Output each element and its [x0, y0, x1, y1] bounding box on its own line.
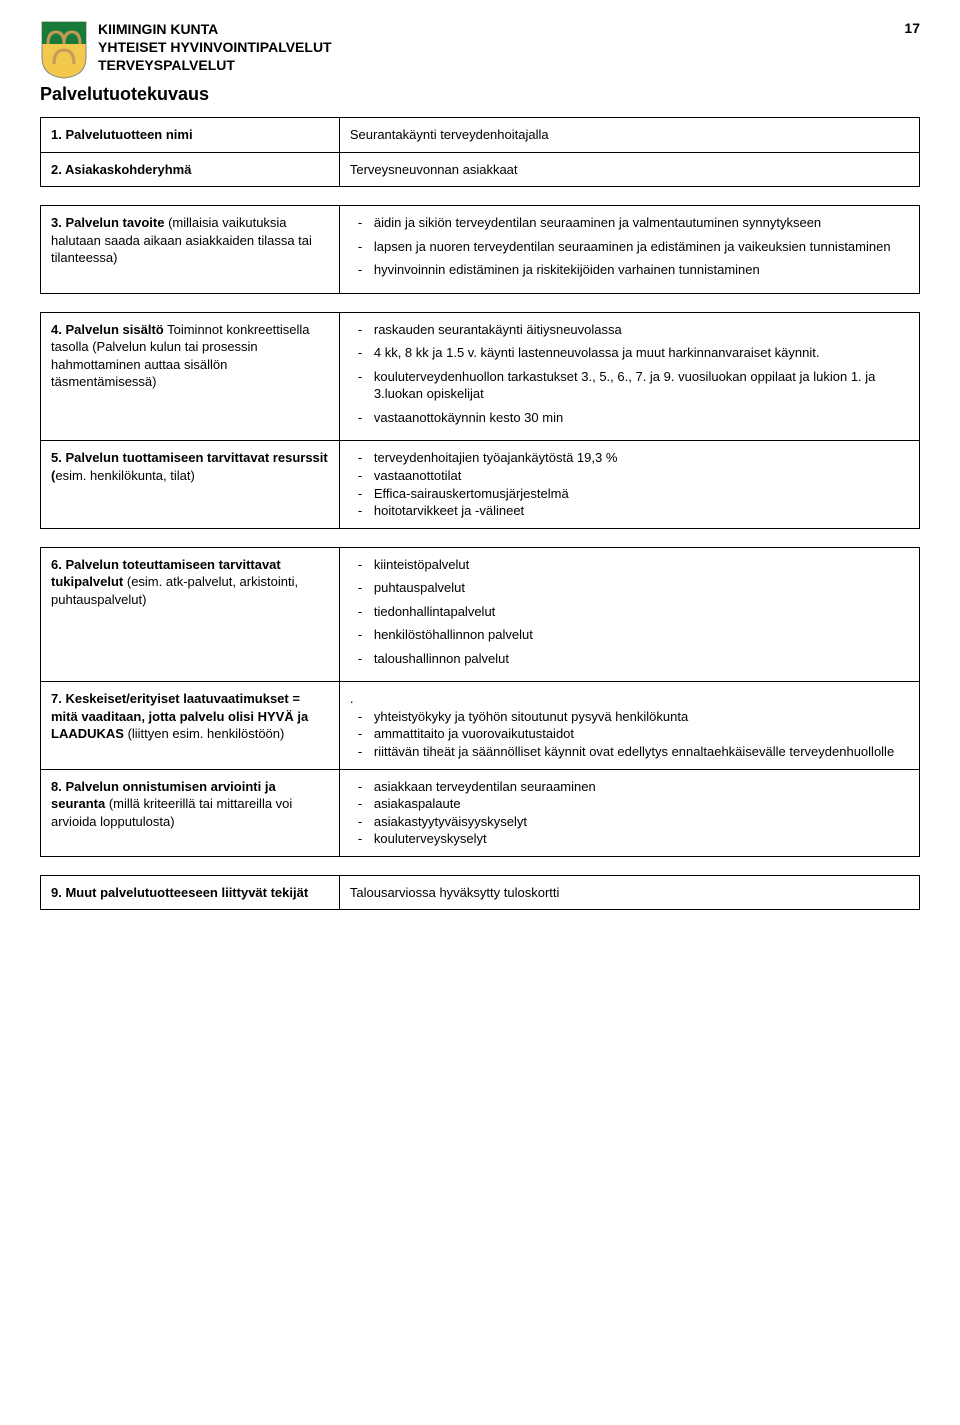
list-item: kouluterveyskyselyt — [350, 830, 909, 848]
header-unit1: YHTEISET HYVINVOINTIPALVELUT — [98, 38, 894, 56]
list-item: puhtauspalvelut — [350, 579, 909, 597]
s3-r2-left: 5. Palvelun tuottamiseen tarvittavat res… — [41, 441, 340, 528]
header-unit2: TERVEYSPALVELUT — [98, 56, 894, 74]
list-item: lapsen ja nuoren terveydentilan seuraami… — [350, 238, 909, 256]
list-item: yhteistyökyky ja työhön sitoutunut pysyv… — [350, 708, 909, 726]
list-item: kouluterveydenhuollon tarkastukset 3., 5… — [350, 368, 909, 403]
s2-right: äidin ja sikiön terveydentilan seuraamin… — [339, 206, 919, 294]
s4-r2-dot: . — [350, 690, 909, 708]
header-org: KIIMINGIN KUNTA — [98, 20, 894, 38]
s5-left-bold: 9. Muut palvelutuotteeseen liittyvät tek… — [51, 885, 308, 900]
list-item: taloushallinnon palvelut — [350, 650, 909, 668]
s4-r2-left-rest: (liittyen esim. henkilöstöön) — [128, 726, 285, 741]
section-2-table: 3. Palvelun tavoite (millaisia vaikutuks… — [40, 205, 920, 294]
section-1-table: 1. Palvelutuotteen nimi Seurantakäynti t… — [40, 117, 920, 187]
s1-r2-left-label: 2. Asiakaskohderyhmä — [51, 162, 191, 177]
list-item: 4 kk, 8 kk ja 1.5 v. käynti lastenneuvol… — [350, 344, 909, 362]
s4-r1-list: kiinteistöpalvelut puhtauspalvelut tiedo… — [350, 556, 909, 668]
s4-r2-right: . yhteistyökyky ja työhön sitoutunut pys… — [339, 682, 919, 769]
s3-r2-right: terveydenhoitajien työajankäytöstä 19,3 … — [339, 441, 919, 528]
header-text-block: KIIMINGIN KUNTA YHTEISET HYVINVOINTIPALV… — [98, 20, 894, 75]
s3-r1-right: raskauden seurantakäynti äitiysneuvolass… — [339, 312, 919, 441]
s5-right: Talousarviossa hyväksytty tuloskortti — [339, 875, 919, 910]
s1-r1-right: Seurantakäynti terveydenhoitajalla — [339, 118, 919, 153]
list-item: äidin ja sikiön terveydentilan seuraamin… — [350, 214, 909, 232]
s4-r2-left: 7. Keskeiset/erityiset laatuvaatimukset … — [41, 682, 340, 769]
list-item: tiedonhallintapalvelut — [350, 603, 909, 621]
list-item: kiinteistöpalvelut — [350, 556, 909, 574]
s2-list: äidin ja sikiön terveydentilan seuraamin… — [350, 214, 909, 279]
s4-r3-right: asiakkaan terveydentilan seuraaminen asi… — [339, 769, 919, 856]
list-item: hyvinvoinnin edistäminen ja riskitekijöi… — [350, 261, 909, 279]
list-item: asiakkaan terveydentilan seuraaminen — [350, 778, 909, 796]
s2-left-bold: 3. Palvelun tavoite — [51, 215, 164, 230]
s1-r1-left-label: 1. Palvelutuotteen nimi — [51, 127, 193, 142]
s3-r1-list: raskauden seurantakäynti äitiysneuvolass… — [350, 321, 909, 427]
section-4-table: 6. Palvelun toteuttamiseen tarvittavat t… — [40, 547, 920, 857]
s3-r1-left-bold: 4. Palvelun sisältö — [51, 322, 164, 337]
s5-left: 9. Muut palvelutuotteeseen liittyvät tek… — [41, 875, 340, 910]
section-3-table: 4. Palvelun sisältö Toiminnot konkreetti… — [40, 312, 920, 529]
s1-r1-left: 1. Palvelutuotteen nimi — [41, 118, 340, 153]
s4-r3-list: asiakkaan terveydentilan seuraaminen asi… — [350, 778, 909, 848]
s4-r1-right: kiinteistöpalvelut puhtauspalvelut tiedo… — [339, 547, 919, 682]
s3-r1-left: 4. Palvelun sisältö Toiminnot konkreetti… — [41, 312, 340, 441]
logo — [40, 20, 88, 80]
s4-r3-left: 8. Palvelun onnistumisen arviointi ja se… — [41, 769, 340, 856]
page-title: Palvelutuotekuvaus — [40, 84, 920, 105]
s2-left: 3. Palvelun tavoite (millaisia vaikutuks… — [41, 206, 340, 294]
list-item: raskauden seurantakäynti äitiysneuvolass… — [350, 321, 909, 339]
document-header: KIIMINGIN KUNTA YHTEISET HYVINVOINTIPALV… — [40, 20, 920, 80]
list-item: Effica-sairauskertomusjärjestelmä — [350, 485, 909, 503]
list-item: henkilöstöhallinnon palvelut — [350, 626, 909, 644]
s3-r2-list: terveydenhoitajien työajankäytöstä 19,3 … — [350, 449, 909, 519]
list-item: vastaanottotilat — [350, 467, 909, 485]
s4-r1-left: 6. Palvelun toteuttamiseen tarvittavat t… — [41, 547, 340, 682]
list-item: hoitotarvikkeet ja -välineet — [350, 502, 909, 520]
list-item: asiakaspalaute — [350, 795, 909, 813]
s3-r2-left-rest: esim. henkilökunta, tilat) — [55, 468, 194, 483]
list-item: riittävän tiheät ja säännölliset käynnit… — [350, 743, 909, 761]
list-item: ammattitaito ja vuorovaikutustaidot — [350, 725, 909, 743]
section-5-table: 9. Muut palvelutuotteeseen liittyvät tek… — [40, 875, 920, 911]
s1-r2-left: 2. Asiakaskohderyhmä — [41, 152, 340, 187]
s1-r2-right: Terveysneuvonnan asiakkaat — [339, 152, 919, 187]
list-item: vastaanottokäynnin kesto 30 min — [350, 409, 909, 427]
page-number: 17 — [904, 20, 920, 36]
list-item: terveydenhoitajien työajankäytöstä 19,3 … — [350, 449, 909, 467]
s4-r2-list: yhteistyökyky ja työhön sitoutunut pysyv… — [350, 708, 909, 761]
list-item: asiakastyytyväisyyskyselyt — [350, 813, 909, 831]
